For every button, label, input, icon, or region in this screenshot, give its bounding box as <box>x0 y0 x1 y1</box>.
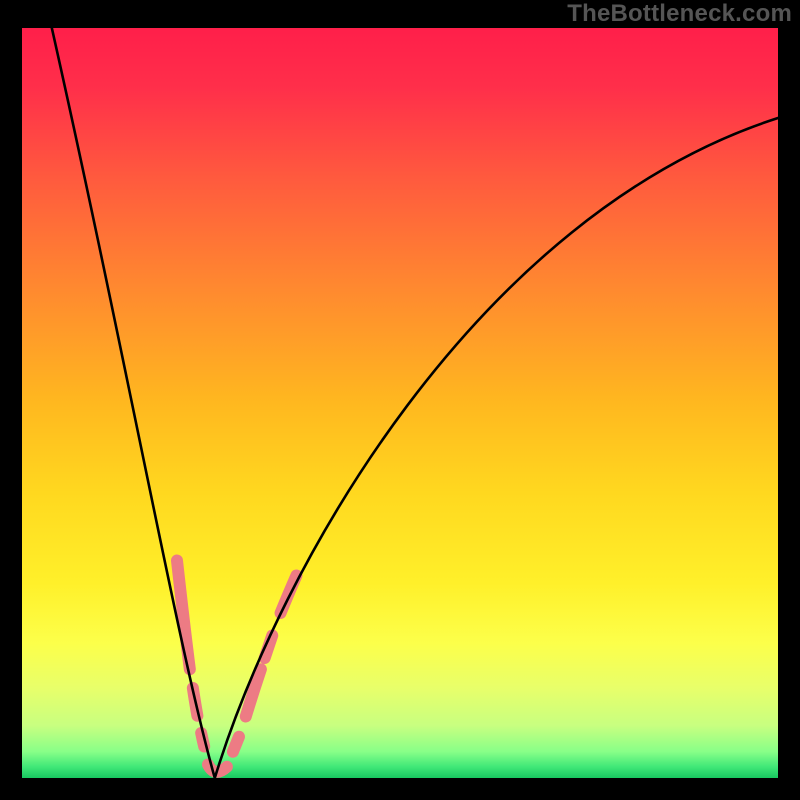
plot-svg <box>0 0 800 800</box>
figure-root: TheBottleneck.com <box>0 0 800 800</box>
watermark-text: TheBottleneck.com <box>567 0 792 28</box>
plot-background <box>22 28 778 778</box>
highlight-segment <box>233 737 239 752</box>
